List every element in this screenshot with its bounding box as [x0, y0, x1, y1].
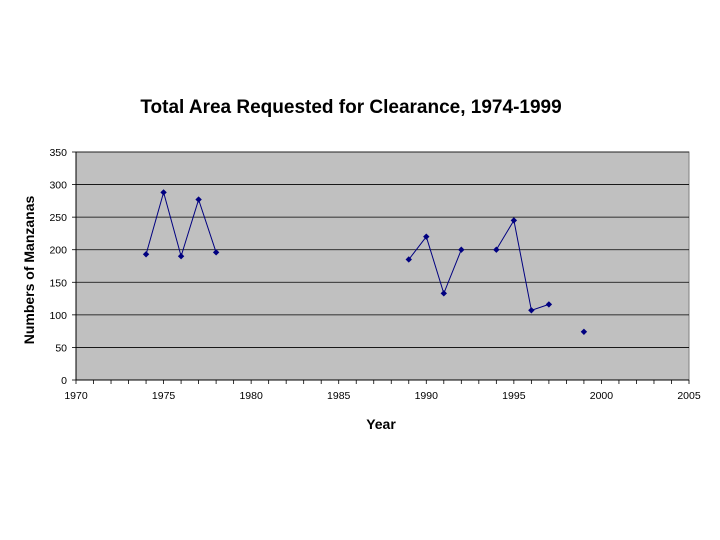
series-line [495, 219, 550, 311]
data-point [423, 233, 430, 240]
data-point [405, 256, 412, 263]
x-tick-label: 2000 [590, 390, 614, 402]
y-tick-label: 0 [61, 375, 67, 387]
data-point [195, 196, 202, 203]
y-tick-label: 200 [49, 245, 67, 257]
x-tick-label: 1985 [327, 390, 351, 402]
x-axis-label: Year [366, 416, 396, 432]
data-series [142, 189, 588, 335]
x-tick-label: 1995 [502, 390, 526, 402]
y-tick-label: 150 [49, 277, 67, 289]
axes [72, 151, 690, 384]
data-point [528, 307, 535, 314]
data-point [580, 328, 588, 335]
y-tick-label: 350 [49, 147, 67, 159]
x-tick-label: 1980 [239, 390, 263, 402]
data-point [458, 246, 465, 253]
y-tick-label: 100 [49, 310, 67, 322]
data-point [510, 217, 518, 224]
x-tick-label: 1975 [152, 390, 176, 402]
x-tick-label: 1970 [64, 390, 88, 402]
data-point [545, 301, 553, 308]
y-tick-label: 50 [55, 342, 67, 354]
x-tick-labels: 1970 1975 1980 1985 1990 1995 2000 2005 [64, 390, 701, 402]
x-tick-label: 2005 [677, 390, 701, 402]
data-point [212, 249, 220, 256]
y-axis-label: Numbers of Manzanas [21, 195, 37, 344]
data-point [142, 251, 150, 258]
y-tick-labels: 0 50 100 150 200 250 300 350 [49, 147, 67, 387]
x-tick-label: 1990 [415, 390, 439, 402]
gridlines [76, 151, 689, 348]
series-line [408, 235, 462, 295]
chart-title: Total Area Requested for Clearance, 1974… [140, 97, 561, 118]
data-point [177, 253, 185, 260]
plot-area [75, 151, 690, 381]
data-point [440, 290, 447, 297]
y-tick-label: 300 [49, 180, 67, 192]
y-tick-label: 250 [49, 212, 67, 224]
data-point [493, 246, 500, 253]
data-point [160, 189, 167, 196]
